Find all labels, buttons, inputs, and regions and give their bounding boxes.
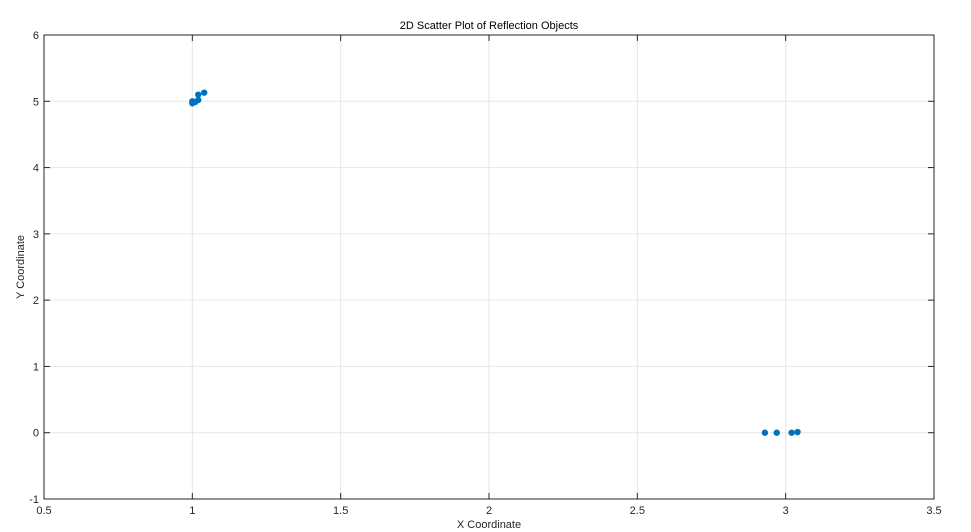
y-tick-label: 2	[33, 295, 39, 307]
x-tick-label: 3	[783, 505, 789, 517]
chart-title: 2D Scatter Plot of Reflection Objects	[400, 20, 579, 32]
x-tick-label: 1.5	[333, 505, 348, 517]
x-tick-label: 2.5	[630, 505, 645, 517]
grid	[43, 34, 935, 500]
y-tick-label: -1	[29, 494, 39, 506]
x-axis-label: X Coordinate	[457, 519, 521, 531]
y-tick-label: 1	[33, 361, 39, 373]
scatter-point	[794, 428, 801, 436]
y-tick-label: 4	[33, 163, 39, 175]
y-axis-label: Y Coordinate	[15, 235, 27, 299]
y-tick-label: 3	[33, 229, 39, 241]
y-tick-label: 6	[33, 30, 39, 42]
x-tick-label: 2	[486, 505, 492, 517]
x-tick-label: 3.5	[926, 505, 941, 517]
y-tick-label: 0	[33, 428, 39, 440]
scatter-point	[201, 89, 208, 96]
scatter-point	[761, 429, 769, 436]
scatter-point	[195, 91, 202, 98]
axis-ticks: 0.5 1 1.5 2 2.5 3 3.5 -1 0 1 2 3 4 5 6	[29, 30, 941, 517]
x-tick-label: 1	[189, 505, 195, 517]
x-tick-label: 0.5	[36, 505, 51, 517]
scatter-point	[788, 429, 795, 436]
scatter-point	[773, 429, 780, 436]
y-tick-label: 5	[33, 96, 39, 108]
scatter-point	[195, 96, 202, 104]
scatter-points	[189, 89, 801, 436]
